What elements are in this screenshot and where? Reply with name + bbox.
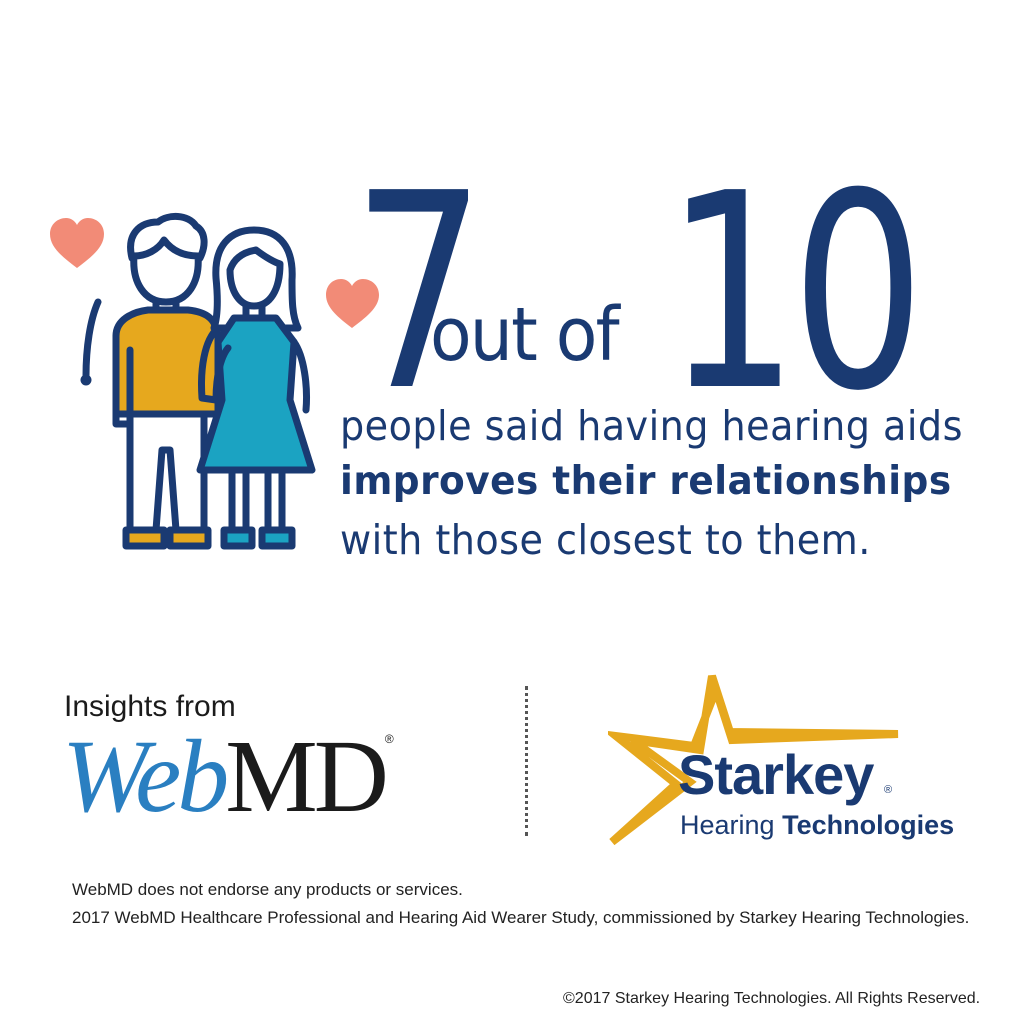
- webmd-registered-mark: ®: [384, 732, 394, 746]
- stat-number: 7: [352, 135, 486, 450]
- webmd-logo: WebMD®: [62, 725, 394, 829]
- heart-icon: [326, 279, 379, 328]
- message-line-3: with those closest to them.: [340, 516, 871, 564]
- message-line-2-emphasis: improves their relationships: [340, 459, 952, 504]
- stat-total: 10: [665, 135, 925, 450]
- webmd-logo-md: MD: [225, 719, 389, 834]
- starkey-registered-mark: ®: [884, 784, 893, 796]
- study-note: 2017 WebMD Healthcare Professional and H…: [72, 908, 970, 927]
- star-icon: [608, 674, 899, 846]
- disclaimer-note: WebMD does not endorse any products or s…: [72, 880, 463, 899]
- couple-illustration: [50, 213, 379, 550]
- starkey-tagline-bold: Technologies: [782, 810, 955, 840]
- copyright-notice: ©2017 Starkey Hearing Technologies. All …: [563, 990, 981, 1007]
- starkey-tagline: Hearing Technologies: [680, 810, 954, 841]
- webmd-logo-web: Web: [62, 719, 229, 834]
- logo-divider: [525, 686, 528, 836]
- starkey-logo-name: Starkey: [678, 743, 874, 806]
- message-line-1: people said having hearing aids: [340, 402, 963, 450]
- stat-connector: out of: [430, 292, 620, 378]
- starkey-tagline-regular: Hearing: [680, 810, 775, 840]
- webmd-intro: Insights from: [64, 690, 236, 723]
- heart-icon: [50, 218, 104, 268]
